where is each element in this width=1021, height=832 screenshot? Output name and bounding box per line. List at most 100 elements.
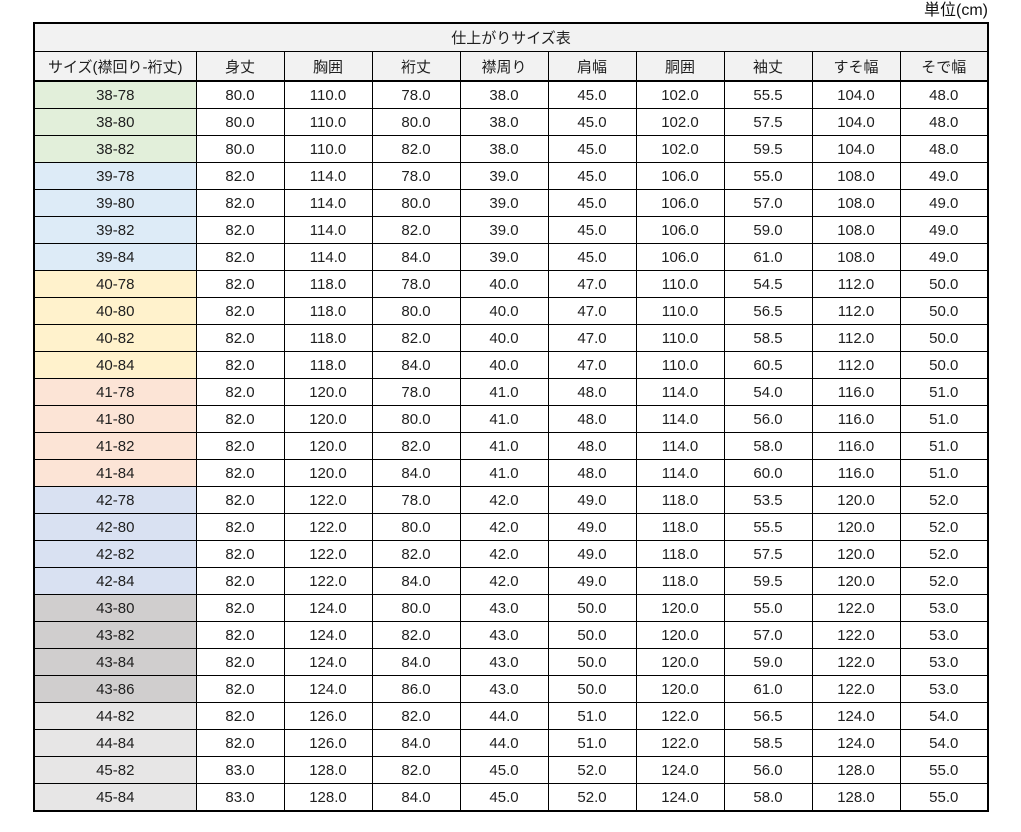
table-row: 39-82 82.0 114.0 82.0 39.0 45.0 106.0 59.0 108.0…: [33, 216, 989, 244]
value-cell: 82.0: [195, 648, 285, 676]
value-cell: 52.0: [547, 756, 637, 784]
value-cell: 44.0: [459, 702, 549, 730]
value-cell: 82.0: [195, 594, 285, 622]
table-row: 40-82 82.0 118.0 82.0 40.0 47.0 110.0 58.5 112.0…: [33, 324, 989, 352]
value-cell: 50.0: [899, 270, 989, 298]
table-row: 38-78 80.0 110.0 78.0 38.0 45.0 102.0 55.5 104.0…: [33, 80, 989, 109]
value-cell: 45.0: [547, 243, 637, 271]
table-row: 41-82 82.0 120.0 82.0 41.0 48.0 114.0 58.0 116.0…: [33, 432, 989, 460]
table-row: 40-84 82.0 118.0 84.0 40.0 47.0 110.0 60.5 112.0…: [33, 351, 989, 379]
value-cell: 55.0: [723, 162, 813, 190]
value-cell: 108.0: [811, 243, 901, 271]
value-cell: 52.0: [899, 513, 989, 541]
value-cell: 50.0: [547, 675, 637, 703]
value-cell: 53.0: [899, 675, 989, 703]
value-cell: 49.0: [547, 513, 637, 541]
value-cell: 114.0: [283, 243, 373, 271]
value-cell: 45.0: [459, 756, 549, 784]
value-cell: 52.0: [899, 540, 989, 568]
value-cell: 53.0: [899, 648, 989, 676]
value-cell: 80.0: [371, 297, 461, 325]
value-cell: 55.5: [723, 513, 813, 541]
header-row: サイズ(襟回り-裄丈) 身丈 胸囲 裄丈 襟周り 肩幅 胴囲 袖丈 すそ幅 そで幅: [33, 51, 989, 82]
size-cell: 40-84: [33, 351, 197, 379]
value-cell: 82.0: [195, 486, 285, 514]
value-cell: 112.0: [811, 324, 901, 352]
value-cell: 84.0: [371, 459, 461, 487]
value-cell: 45.0: [547, 108, 637, 136]
value-cell: 110.0: [635, 270, 725, 298]
value-cell: 82.0: [195, 567, 285, 595]
value-cell: 49.0: [899, 216, 989, 244]
title-row: 仕上がりサイズ表: [33, 22, 989, 52]
value-cell: 49.0: [899, 189, 989, 217]
value-cell: 43.0: [459, 594, 549, 622]
value-cell: 106.0: [635, 189, 725, 217]
value-cell: 59.5: [723, 567, 813, 595]
value-cell: 57.0: [723, 189, 813, 217]
value-cell: 82.0: [195, 405, 285, 433]
value-cell: 49.0: [899, 243, 989, 271]
value-cell: 82.0: [195, 621, 285, 649]
table-row: 44-84 82.0 126.0 84.0 44.0 51.0 122.0 58.5 124.0…: [33, 729, 989, 757]
value-cell: 122.0: [635, 702, 725, 730]
value-cell: 59.0: [723, 216, 813, 244]
value-cell: 38.0: [459, 80, 549, 109]
value-cell: 104.0: [811, 108, 901, 136]
value-cell: 57.5: [723, 108, 813, 136]
value-cell: 49.0: [547, 567, 637, 595]
size-cell: 41-80: [33, 405, 197, 433]
value-cell: 40.0: [459, 270, 549, 298]
value-cell: 106.0: [635, 243, 725, 271]
value-cell: 51.0: [899, 405, 989, 433]
value-cell: 57.0: [723, 621, 813, 649]
value-cell: 45.0: [547, 80, 637, 109]
value-cell: 60.0: [723, 459, 813, 487]
value-cell: 110.0: [635, 297, 725, 325]
value-cell: 82.0: [195, 432, 285, 460]
column-header-7: 袖丈: [723, 51, 813, 82]
value-cell: 48.0: [547, 378, 637, 406]
value-cell: 45.0: [459, 783, 549, 812]
value-cell: 39.0: [459, 189, 549, 217]
value-cell: 82.0: [195, 540, 285, 568]
value-cell: 53.0: [899, 594, 989, 622]
value-cell: 118.0: [635, 567, 725, 595]
value-cell: 102.0: [635, 135, 725, 163]
value-cell: 41.0: [459, 405, 549, 433]
table-row: 43-86 82.0 124.0 86.0 43.0 50.0 120.0 61.0 122.0…: [33, 675, 989, 703]
value-cell: 82.0: [371, 702, 461, 730]
value-cell: 78.0: [371, 162, 461, 190]
value-cell: 80.0: [195, 135, 285, 163]
value-cell: 42.0: [459, 567, 549, 595]
value-cell: 82.0: [371, 540, 461, 568]
value-cell: 116.0: [811, 432, 901, 460]
size-cell: 42-78: [33, 486, 197, 514]
table-row: 44-82 82.0 126.0 82.0 44.0 51.0 122.0 56.5 124.0…: [33, 702, 989, 730]
value-cell: 82.0: [195, 702, 285, 730]
value-cell: 41.0: [459, 378, 549, 406]
value-cell: 124.0: [283, 621, 373, 649]
value-cell: 120.0: [635, 621, 725, 649]
value-cell: 50.0: [899, 324, 989, 352]
value-cell: 118.0: [635, 540, 725, 568]
value-cell: 51.0: [899, 459, 989, 487]
value-cell: 86.0: [371, 675, 461, 703]
value-cell: 82.0: [195, 297, 285, 325]
value-cell: 110.0: [283, 108, 373, 136]
value-cell: 124.0: [635, 783, 725, 812]
value-cell: 108.0: [811, 162, 901, 190]
size-cell: 38-82: [33, 135, 197, 163]
value-cell: 82.0: [195, 216, 285, 244]
value-cell: 47.0: [547, 270, 637, 298]
value-cell: 108.0: [811, 189, 901, 217]
value-cell: 82.0: [195, 459, 285, 487]
size-cell: 39-84: [33, 243, 197, 271]
value-cell: 124.0: [283, 648, 373, 676]
size-cell: 42-80: [33, 513, 197, 541]
value-cell: 84.0: [371, 783, 461, 812]
value-cell: 124.0: [283, 594, 373, 622]
size-cell: 43-80: [33, 594, 197, 622]
table-title: 仕上がりサイズ表: [33, 22, 989, 52]
size-cell: 41-82: [33, 432, 197, 460]
